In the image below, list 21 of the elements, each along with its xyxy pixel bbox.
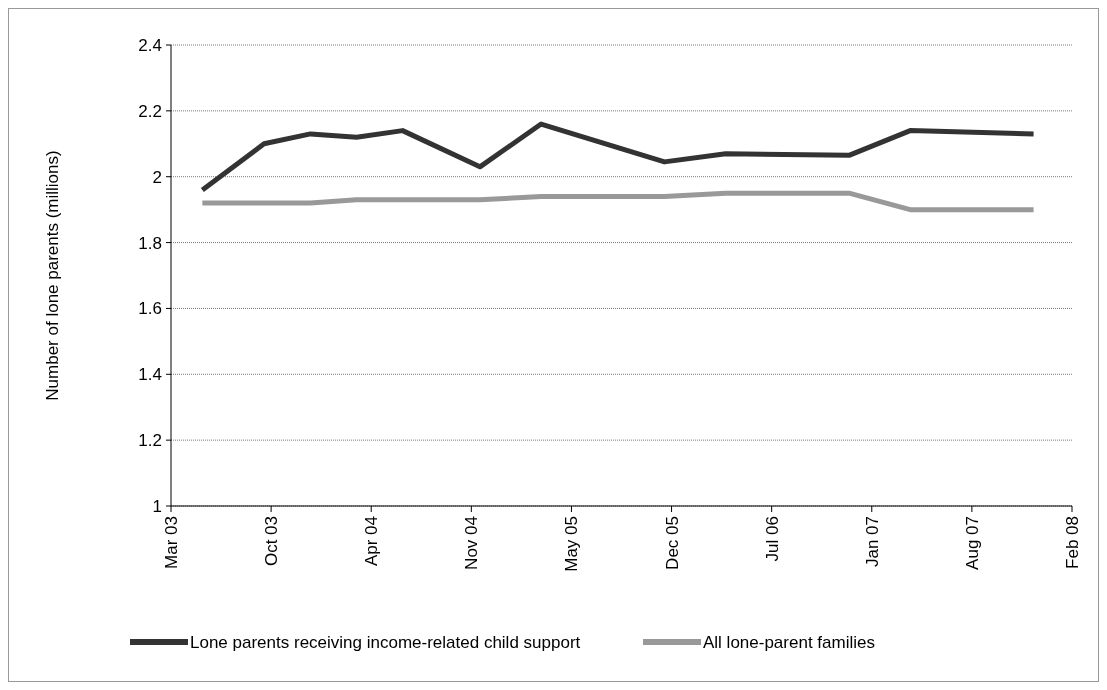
y-tick-label: 1: [152, 496, 162, 516]
y-tick-label: 2.2: [138, 101, 162, 121]
y-tick-label: 1.2: [138, 431, 162, 451]
x-tick-label: Dec 05: [662, 516, 682, 570]
y-tick-label: 2.4: [138, 35, 162, 55]
x-tick-label: Jan 07: [862, 516, 882, 568]
y-tick-label: 1.6: [138, 299, 162, 319]
y-tick-label: 2: [152, 167, 162, 187]
x-tick-label: Nov 04: [462, 516, 482, 570]
y-axis-title: Number of lone parents (millions): [43, 150, 62, 401]
legend-label: All lone-parent families: [703, 632, 875, 652]
x-tick-label: Aug 07: [962, 516, 982, 570]
x-tick-label: Mar 03: [161, 516, 181, 569]
x-tick-label: Oct 03: [262, 516, 282, 567]
y-tick-label: 1.8: [138, 233, 162, 253]
x-tick-label: Jul 06: [762, 516, 782, 562]
x-tick-label: May 05: [562, 516, 582, 572]
x-tick-label: Feb 08: [1062, 516, 1082, 569]
y-tick-label: 1.4: [138, 365, 162, 385]
legend-label: Lone parents receiving income-related child support: [190, 632, 581, 652]
x-tick-label: Apr 04: [362, 516, 382, 567]
